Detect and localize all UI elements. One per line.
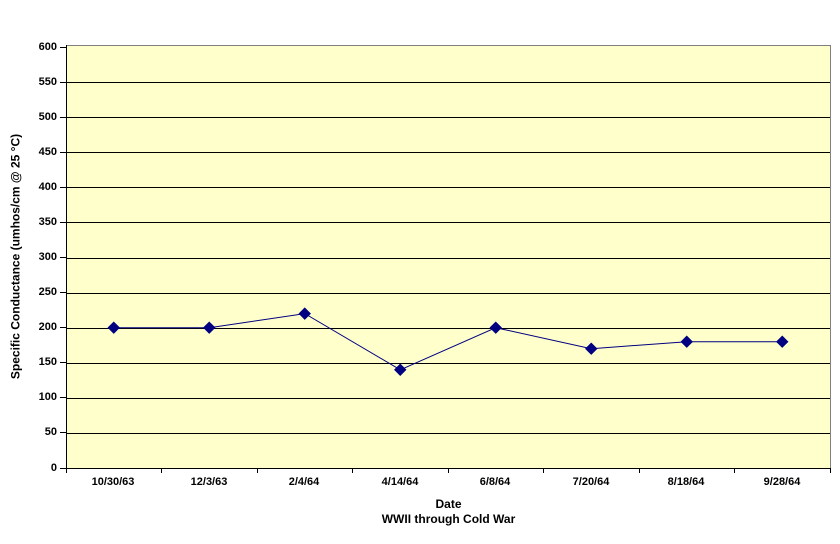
y-axis-tick-label: 150 (38, 356, 57, 368)
y-axis-tick-label: 500 (38, 111, 57, 123)
y-axis-tick-label: 200 (38, 321, 57, 333)
data-point-marker (585, 342, 598, 355)
y-axis-tick-label: 450 (38, 146, 57, 158)
data-point-marker (776, 335, 789, 348)
y-axis-tick-label: 600 (38, 41, 57, 53)
y-axis-tick-label: 300 (38, 251, 57, 263)
data-point-marker (394, 363, 407, 376)
y-axis-tick-label: 400 (38, 181, 57, 193)
x-axis-tick-label: 2/4/64 (288, 476, 320, 488)
y-axis-tick-label: 100 (38, 391, 57, 403)
x-axis-title-line1: Date (435, 497, 462, 511)
data-point-marker (298, 307, 311, 320)
x-axis-tick-label: 10/30/63 (91, 476, 135, 488)
y-axis-tick-label: 250 (38, 286, 57, 298)
x-axis-tick-label: 6/8/64 (479, 476, 511, 488)
y-axis-title: Specific Conductance (umhos/cm @ 25 °C) (8, 133, 23, 380)
data-point-marker (203, 321, 216, 334)
x-axis-title: Date WWII through Cold War (67, 497, 830, 527)
y-axis-tick-label: 50 (44, 426, 57, 438)
series-line (113, 313, 783, 371)
plot-background (66, 45, 830, 468)
x-axis-tick-label: 4/14/64 (381, 476, 419, 488)
x-axis-title-line2: WWII through Cold War (381, 512, 516, 526)
x-axis-tick-label: 12/3/63 (190, 476, 228, 488)
x-axis-tick-label: 9/28/64 (763, 476, 801, 488)
data-point-marker (107, 321, 120, 334)
x-axis-tick-label: 7/20/64 (572, 476, 610, 488)
y-axis-tick-label: 550 (38, 76, 57, 88)
data-point-marker (489, 321, 502, 334)
x-axis-tick-label: 8/18/64 (667, 476, 705, 488)
data-point-marker (680, 335, 693, 348)
y-axis-tick-label: 0 (50, 462, 57, 474)
y-axis-tick-label: 350 (38, 216, 57, 228)
